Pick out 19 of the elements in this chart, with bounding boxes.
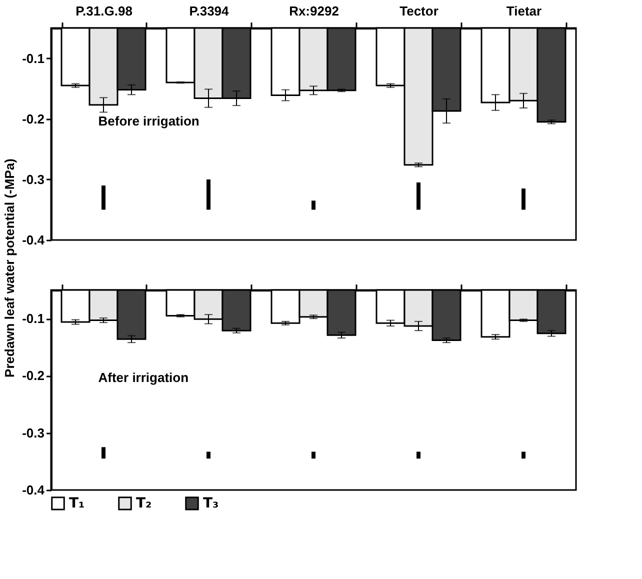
y-axis-title: Predawn leaf water potential (-MPa) bbox=[2, 158, 17, 378]
y-tick-label: -0.1 bbox=[22, 50, 44, 66]
x-tick-label: P.3394 bbox=[189, 4, 230, 18]
legend-label: T₃ bbox=[203, 495, 219, 512]
y-tick-label: -0.3 bbox=[22, 172, 44, 187]
annotation: Before irrigation bbox=[98, 113, 200, 128]
y-tick-label: -0.1 bbox=[22, 311, 44, 326]
x-tick-label: Tietar bbox=[506, 4, 542, 18]
x-tick-label: Rx:9292 bbox=[289, 4, 339, 18]
y-tick-label: -0.2 bbox=[22, 368, 44, 384]
y-tick-label: -0.2 bbox=[22, 111, 44, 126]
legend-label: T₂ bbox=[136, 495, 152, 512]
y-tick-label: -0.4 bbox=[22, 232, 46, 248]
x-tick-label: P.31.G.98 bbox=[76, 4, 132, 18]
y-tick-label: -0.4 bbox=[22, 482, 46, 498]
x-tick-label: Tector bbox=[400, 4, 438, 18]
annotation: After irrigation bbox=[98, 370, 189, 385]
legend-label: T₁ bbox=[69, 495, 85, 512]
y-tick-label: -0.3 bbox=[22, 425, 44, 440]
